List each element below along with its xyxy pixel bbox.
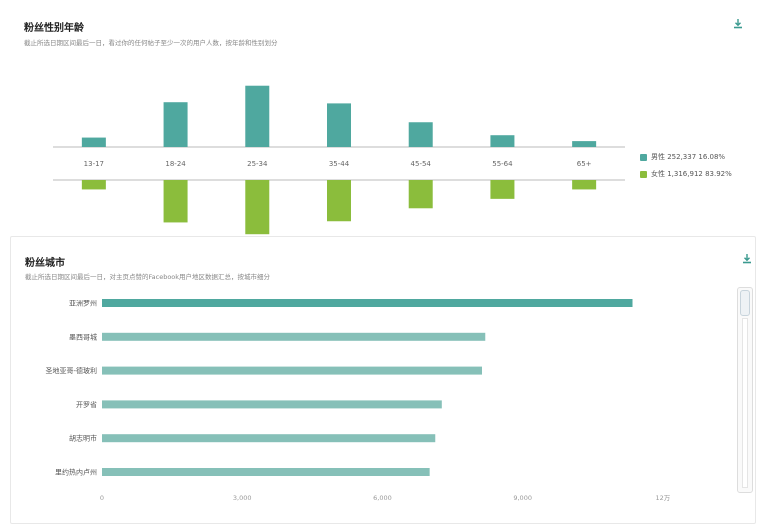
gender-age-title: 粉丝性别年龄 <box>24 23 84 34</box>
gender-age-subtitle: 截止所选日期区间最后一日，看过你的任何帖子至少一次的用户人数，按年龄和性别划分 <box>24 39 278 47</box>
city-label: 开罗省 <box>76 400 97 409</box>
download-icon[interactable] <box>741 253 753 265</box>
x-tick-label: 9,000 <box>513 494 532 502</box>
bar-female-45-54 <box>408 180 433 209</box>
x-tick-label: 65+ <box>577 160 592 168</box>
city-subtitle: 截止所选日期区间最后一日，对主页点赞的Facebook用户地区数据汇总，按城市细… <box>25 273 271 281</box>
x-tick-label: 13-17 <box>84 160 104 168</box>
bar-female-65+ <box>572 180 597 190</box>
scrollbar-thumb[interactable] <box>740 290 750 316</box>
city-panel: 粉丝城市 截止所选日期区间最后一日，对主页点赞的Facebook用户地区数据汇总… <box>10 236 756 524</box>
legend-label-male: 男性 252,337 16.08% <box>651 153 726 161</box>
city-label: 墨西哥城 <box>69 333 97 341</box>
bar-male-35-44 <box>327 103 351 147</box>
bar-male-45-54 <box>408 122 433 147</box>
x-tick-label: 12万 <box>655 494 670 502</box>
bar-开罗省 <box>102 400 442 409</box>
legend-item-female[interactable]: 女性 1,316,912 83.92% <box>640 169 732 179</box>
bar-亚洲罗州 <box>102 299 633 307</box>
bar-female-55-64 <box>490 180 515 199</box>
male-swatch <box>640 153 647 161</box>
bar-female-18-24 <box>163 180 188 223</box>
bar-墨西哥城 <box>102 332 486 341</box>
gender-age-chart: 13-17 18-24 25-34 35-44 45-54 55-64 65+ <box>53 85 625 235</box>
city-label: 胡志明市 <box>69 434 97 443</box>
x-tick-label: 35-44 <box>329 160 350 168</box>
bar-female-25-34 <box>245 180 270 235</box>
city-label: 亚洲罗州 <box>69 300 97 308</box>
x-tick-label: 0 <box>100 494 104 502</box>
bar-female-13-17 <box>81 180 106 190</box>
x-tick-label: 25-34 <box>247 160 268 168</box>
city-label: 圣地亚哥-德玻利 <box>45 366 97 375</box>
gender-legend: 男性 252,337 16.08% 女性 1,316,912 83.92% <box>640 152 732 186</box>
bar-胡志明市 <box>102 434 436 443</box>
download-icon[interactable] <box>732 18 744 30</box>
x-tick-label: 6,000 <box>373 494 392 502</box>
x-tick-label: 3,000 <box>233 494 252 502</box>
x-tick-label: 45-54 <box>411 160 432 168</box>
scrollbar-track[interactable] <box>742 318 748 488</box>
x-tick-label: 18-24 <box>165 160 186 168</box>
x-tick-label: 55-64 <box>492 160 513 168</box>
bar-圣地亚哥-德玻利 <box>102 366 483 375</box>
legend-label-female: 女性 1,316,912 83.92% <box>651 170 732 178</box>
city-label: 里约热内卢州 <box>55 468 97 477</box>
bar-female-35-44 <box>327 180 351 222</box>
bar-里约热内卢州 <box>102 468 430 476</box>
female-swatch <box>640 170 647 178</box>
city-title: 粉丝城市 <box>25 258 65 269</box>
city-scrollbar[interactable] <box>737 287 753 493</box>
bar-male-13-17 <box>81 137 106 147</box>
bar-male-55-64 <box>490 135 515 147</box>
legend-item-male[interactable]: 男性 252,337 16.08% <box>640 152 732 162</box>
bar-male-65+ <box>572 141 597 147</box>
bar-male-25-34 <box>245 85 270 147</box>
gender-age-panel: 粉丝性别年龄 截止所选日期区间最后一日，看过你的任何帖子至少一次的用户人数，按年… <box>0 0 758 236</box>
bar-male-18-24 <box>163 102 188 147</box>
